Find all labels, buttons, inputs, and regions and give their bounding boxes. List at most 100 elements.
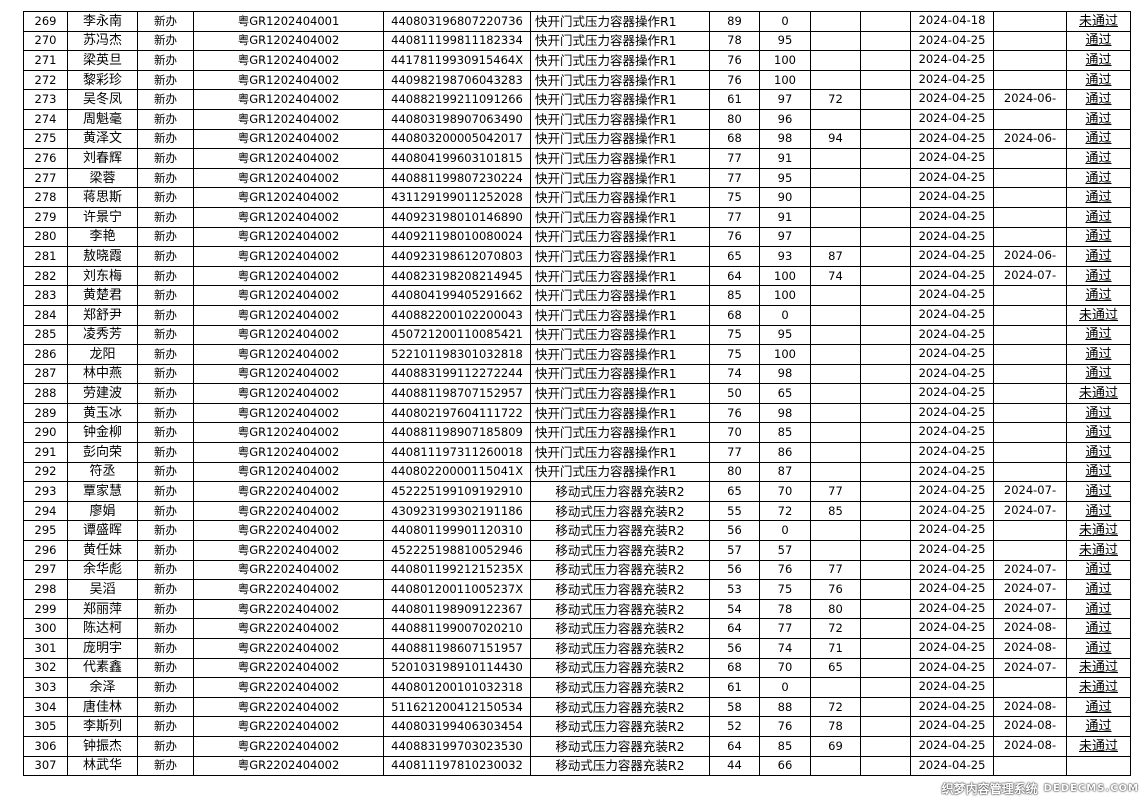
- cell-type: 新办: [137, 187, 194, 208]
- cell-type: 新办: [137, 638, 194, 659]
- cell-name: 梁英旦: [67, 50, 138, 71]
- cell-no: 294: [23, 500, 68, 522]
- cell-date1: 2024-04-25: [910, 461, 994, 483]
- result-link[interactable]: 通过: [1085, 582, 1112, 598]
- result-link[interactable]: 通过: [1085, 464, 1112, 480]
- table-row: 280 李艳 新办 粤GR1202404002 440921198010080024 快开…: [23, 226, 1131, 248]
- result-link[interactable]: 通过: [1085, 111, 1112, 127]
- result-link[interactable]: 通过: [1085, 405, 1112, 421]
- result-link[interactable]: 通过: [1085, 640, 1112, 656]
- cell-type: 新办: [137, 226, 194, 248]
- cell-course: 快开门式压力容器操作R1: [530, 422, 710, 444]
- cell-id-no: 440881198607151957: [383, 638, 531, 659]
- cell-blank: [860, 402, 911, 424]
- cell-date2: [993, 755, 1067, 777]
- cell-score3: 85: [810, 500, 861, 522]
- cell-name: 林中燕: [67, 363, 138, 385]
- cell-date2: [993, 344, 1067, 365]
- result-link[interactable]: 未通过: [1078, 307, 1118, 323]
- cell-id-no: 440882199211091266: [383, 89, 531, 110]
- result-link[interactable]: 通过: [1085, 229, 1112, 245]
- cell-date2: [993, 324, 1067, 346]
- cell-name: 刘东梅: [67, 265, 138, 287]
- result-link[interactable]: 未通过: [1078, 660, 1118, 676]
- cell-score3: 80: [810, 598, 861, 620]
- cell-no: 283: [23, 285, 68, 306]
- result-link[interactable]: 通过: [1085, 190, 1112, 206]
- result-link[interactable]: 通过: [1085, 288, 1112, 304]
- cell-date1: 2024-04-25: [910, 559, 994, 581]
- result-link[interactable]: 通过: [1085, 366, 1112, 382]
- result-link[interactable]: 未通过: [1078, 738, 1118, 754]
- table-row: 291 彭向荣 新办 粤GR1202404002 440811197311260018 快…: [23, 442, 1131, 463]
- cell-course: 快开门式压力容器操作R1: [530, 344, 710, 365]
- cell-date1: 2024-04-25: [910, 285, 994, 306]
- cell-date2: 2024-07-: [993, 657, 1067, 679]
- result-link[interactable]: 通过: [1085, 327, 1112, 343]
- table-row: 277 梁蓉 新办 粤GR1202404002 440881199807230224 快开…: [23, 167, 1131, 189]
- cell-score2: 70: [759, 481, 811, 502]
- cell-type: 新办: [137, 383, 194, 404]
- cell-no: 290: [23, 422, 68, 444]
- cell-cert-no: 粤GR1202404002: [193, 285, 384, 306]
- cell-score1: 75: [709, 344, 760, 365]
- cell-result: 通过: [1066, 108, 1131, 130]
- cell-score1: 65: [709, 481, 760, 502]
- cell-result: 通过: [1066, 442, 1131, 463]
- result-link[interactable]: 通过: [1085, 621, 1112, 637]
- cell-date2: [993, 11, 1067, 32]
- result-link[interactable]: 通过: [1085, 268, 1112, 284]
- cell-date2: [993, 461, 1067, 483]
- result-link[interactable]: 通过: [1085, 346, 1112, 362]
- result-link[interactable]: 通过: [1085, 33, 1112, 49]
- cell-result: 未通过: [1066, 540, 1131, 561]
- cell-score3: [810, 755, 861, 777]
- cell-date2: 2024-06-: [993, 89, 1067, 110]
- cell-date1: 2024-04-25: [910, 50, 994, 71]
- cell-date2: 2024-07-: [993, 559, 1067, 581]
- cell-result: 通过: [1066, 696, 1131, 718]
- cell-blank: [860, 677, 911, 698]
- cell-score3: 71: [810, 638, 861, 659]
- cell-score2: 77: [759, 618, 811, 639]
- cell-score2: 87: [759, 461, 811, 483]
- cell-score1: 68: [709, 128, 760, 150]
- cell-no: 288: [23, 383, 68, 404]
- result-link[interactable]: 通过: [1085, 209, 1112, 225]
- result-link[interactable]: 通过: [1085, 719, 1112, 735]
- cell-type: 新办: [137, 755, 194, 777]
- result-link[interactable]: 通过: [1085, 425, 1112, 441]
- result-link[interactable]: 未通过: [1078, 679, 1118, 695]
- result-link[interactable]: 通过: [1085, 562, 1112, 578]
- result-link[interactable]: 通过: [1085, 601, 1112, 617]
- cell-date2: 2024-06-: [993, 128, 1067, 150]
- result-link[interactable]: 未通过: [1078, 386, 1118, 402]
- result-link[interactable]: 通过: [1085, 72, 1112, 88]
- result-link[interactable]: 通过: [1085, 92, 1112, 108]
- result-link[interactable]: 通过: [1085, 131, 1112, 147]
- result-link[interactable]: 通过: [1085, 150, 1112, 166]
- cell-cert-no: 粤GR1202404002: [193, 226, 384, 248]
- cell-id-no: 511621200412150534: [383, 696, 531, 718]
- cell-score2: 85: [759, 422, 811, 444]
- cell-score1: 80: [709, 461, 760, 483]
- cell-date1: 2024-04-25: [910, 206, 994, 228]
- result-link[interactable]: 未通过: [1078, 523, 1118, 539]
- result-link[interactable]: 通过: [1085, 503, 1112, 519]
- cell-cert-no: 粤GR2202404002: [193, 540, 384, 561]
- result-link[interactable]: 未通过: [1078, 542, 1118, 558]
- result-link[interactable]: 通过: [1085, 444, 1112, 460]
- result-link[interactable]: 通过: [1085, 699, 1112, 715]
- result-link[interactable]: 通过: [1085, 170, 1112, 186]
- cell-score3: [810, 285, 861, 306]
- cell-type: 新办: [137, 30, 194, 52]
- cell-name: 林武华: [67, 755, 138, 777]
- result-link[interactable]: 未通过: [1078, 13, 1118, 29]
- cell-score3: [810, 148, 861, 169]
- cell-date1: 2024-04-25: [910, 716, 994, 737]
- cell-result: 未通过: [1066, 677, 1131, 698]
- result-link[interactable]: 通过: [1085, 248, 1112, 264]
- result-link[interactable]: 通过: [1085, 52, 1112, 68]
- result-link[interactable]: 通过: [1085, 484, 1112, 500]
- cell-type: 新办: [137, 50, 194, 71]
